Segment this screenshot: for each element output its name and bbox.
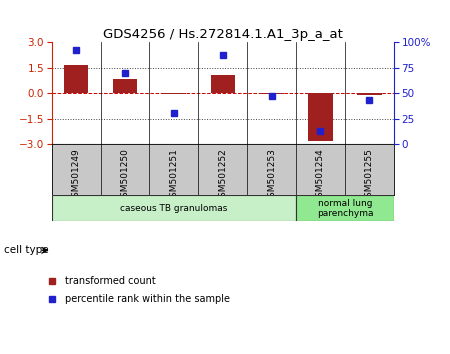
Text: GSM501249: GSM501249 bbox=[72, 148, 81, 203]
Text: GSM501250: GSM501250 bbox=[121, 148, 130, 203]
Bar bbox=[113, 79, 137, 93]
Bar bbox=[162, 93, 186, 94]
Bar bbox=[52, 195, 296, 221]
Bar bbox=[259, 93, 284, 94]
Bar bbox=[296, 195, 394, 221]
Bar bbox=[308, 93, 333, 141]
Text: GSM501252: GSM501252 bbox=[218, 148, 227, 203]
Text: GSM501254: GSM501254 bbox=[316, 148, 325, 203]
Text: caseous TB granulomas: caseous TB granulomas bbox=[120, 204, 228, 213]
Text: normal lung
parenchyma: normal lung parenchyma bbox=[317, 199, 373, 218]
Text: percentile rank within the sample: percentile rank within the sample bbox=[65, 294, 230, 304]
Bar bbox=[64, 65, 88, 93]
Text: GSM501253: GSM501253 bbox=[267, 148, 276, 203]
Text: transformed count: transformed count bbox=[65, 276, 156, 286]
Title: GDS4256 / Hs.272814.1.A1_3p_a_at: GDS4256 / Hs.272814.1.A1_3p_a_at bbox=[103, 28, 343, 41]
Text: GSM501255: GSM501255 bbox=[365, 148, 374, 203]
Bar bbox=[211, 75, 235, 93]
Text: cell type: cell type bbox=[4, 245, 49, 255]
Bar bbox=[357, 93, 382, 95]
Text: GSM501251: GSM501251 bbox=[169, 148, 178, 203]
